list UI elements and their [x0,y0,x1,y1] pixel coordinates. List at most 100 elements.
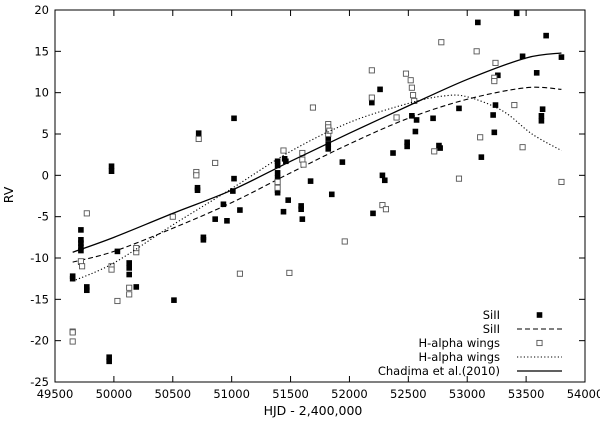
halpha-point [341,238,348,245]
sill-point [379,172,386,179]
halpha-point [280,147,287,154]
x-tick-label: 52000 [331,387,368,401]
sill-point [478,154,485,160]
halpha-point [409,92,417,99]
sill-point [381,177,388,184]
halpha-point [382,206,390,213]
y-tick-label: 20 [34,3,49,17]
sill-point [339,159,346,165]
halpha-point [326,127,333,134]
sill-point [126,265,132,271]
halpha-point [477,134,484,141]
sill-point [220,201,227,208]
halpha-point [511,102,518,109]
sill-point [69,275,76,282]
x-tick-label: 53500 [508,387,545,401]
y-tick-label: 0 [42,168,49,182]
sill-point [298,203,304,209]
x-axis: 49500 50000 50500 51000 51500 52000 52500 53000… [37,10,600,401]
sill-point [491,129,498,136]
sill-point [78,227,84,233]
sill-point [274,170,281,176]
sill-point [126,271,132,278]
sill-point [231,175,237,182]
halpha-point [300,161,307,168]
halpha-point [431,148,438,155]
halpha-point [299,156,306,163]
halpha-point [455,175,463,182]
sill-point [543,32,549,39]
sill-point [299,216,306,222]
sill-point [328,191,335,198]
halpha-point [77,258,84,265]
sill-point [404,139,410,146]
halpha-point [393,114,400,121]
plot-frame [54,9,586,383]
halpha-point [69,329,76,336]
legend-label: Chadima et al.(2010) [378,364,500,378]
sill-point [558,54,565,60]
sill-point [106,354,112,360]
halpha-point [286,269,293,276]
sill-point [390,150,396,156]
sill-point [195,130,202,136]
halpha-point [114,297,121,305]
sill-point [200,237,207,243]
sill-point [274,175,281,181]
y-tick-label: -20 [30,334,49,348]
sill-point [370,210,376,217]
halpha-point [108,266,115,273]
sill-point [78,240,84,246]
halpha-point [408,84,415,91]
halpha-point [379,202,386,209]
sill-point [84,287,90,294]
sill-point [274,162,281,169]
sill-point [231,115,237,122]
y-tick-label: 10 [34,86,49,100]
series-0 [69,10,565,365]
sill-point [126,260,132,266]
sill-point [369,99,375,106]
halpha-point [309,104,316,111]
sill-point [171,297,177,303]
halpha-point [402,70,410,77]
x-tick-label: 49500 [37,387,74,401]
sill-point [108,168,115,174]
halpha-point [133,245,140,252]
sill-point [513,10,520,17]
sill-point [475,19,481,26]
x-tick-label: 50000 [96,387,133,401]
sill-point [413,117,420,123]
sill-point [490,112,496,118]
sill-point [78,244,84,251]
halpha-point [492,59,499,66]
sill-point [325,135,332,141]
halpha-point [407,77,414,84]
legend-label: SiII [483,322,500,336]
halpha-point [212,159,219,166]
halpha-point [438,39,445,46]
y-tick-label: -10 [30,251,49,265]
sill-point [519,53,526,60]
y-tick-label: 5 [42,127,49,141]
x-tick-label: 50500 [154,387,191,401]
fit-line-solid [72,52,562,253]
y-axis: -25 -20 -15 -10 -5 0 5 10 15 20 [30,3,585,389]
legend-label: H-alpha wings [418,350,500,364]
y-tick-label: -5 [38,210,49,224]
series-4 [72,52,562,253]
series-3 [72,94,562,282]
sill-point [538,117,545,124]
sill-point [194,187,201,194]
sill-point [283,158,289,165]
sill-point [492,102,499,108]
halpha-point [473,48,480,55]
sill-point [78,247,84,254]
sill-point [404,143,410,150]
legend-marker-filled-square [536,312,543,318]
halpha-point [491,78,498,85]
x-tick-label: 53000 [449,387,486,401]
halpha-point [368,94,375,101]
